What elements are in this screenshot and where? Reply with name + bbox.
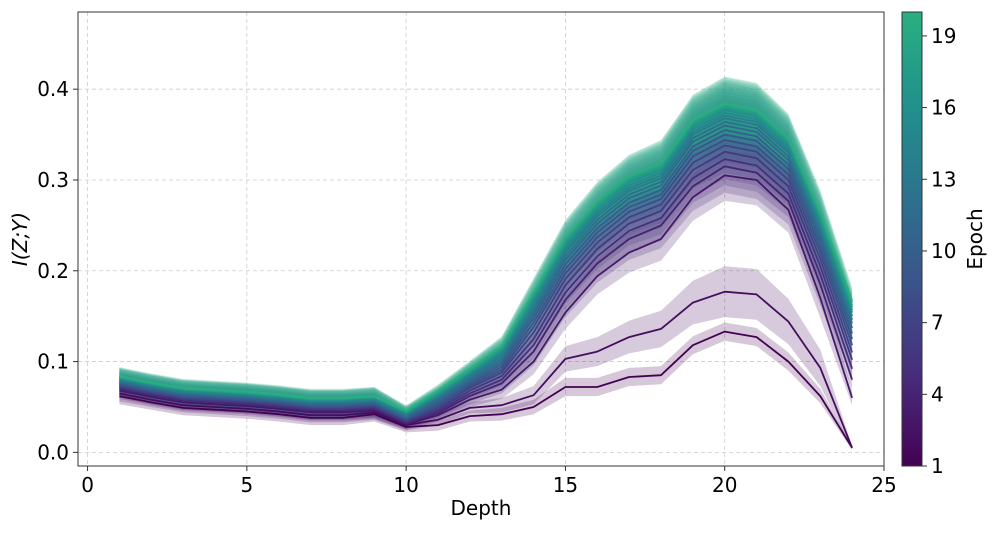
- colorbar-tick-label: 4: [931, 382, 944, 406]
- y-axis-title: I(Z;Y): [8, 212, 32, 266]
- band-epoch-2: [119, 266, 853, 450]
- colorbar-tick-label: 7: [931, 311, 944, 335]
- colorbar-tick-label: 16: [931, 96, 956, 120]
- line-epoch-20: [119, 102, 853, 412]
- line-epoch-15: [119, 111, 853, 415]
- y-tick-label: 0.3: [37, 168, 69, 192]
- band-epoch-12: [119, 94, 853, 422]
- plot-frame: [77, 11, 885, 467]
- y-tick-label: 0.0: [37, 440, 69, 464]
- band-epoch-5: [119, 132, 853, 428]
- x-tick-label: 20: [712, 473, 737, 497]
- x-tick-label: 25: [871, 473, 896, 497]
- x-tick-label: 10: [393, 473, 418, 497]
- y-tick-label: 0.2: [37, 259, 69, 283]
- colorbar: [901, 11, 923, 467]
- y-tick-label: 0.1: [37, 350, 69, 374]
- line-epoch-4: [119, 165, 853, 425]
- colorbar-tick-label: 1: [931, 454, 944, 478]
- x-tick-label: 15: [553, 473, 578, 497]
- line-epoch-2: [119, 290, 853, 449]
- line-epoch-1: [119, 330, 853, 449]
- series-lines: [119, 102, 853, 449]
- line-epoch-3: [119, 174, 853, 426]
- colorbar-tick-label: 19: [931, 24, 956, 48]
- y-axis-ticks: 0.0 0.1 0.2 0.3 0.4: [37, 77, 78, 464]
- x-tick-label: 0: [81, 473, 94, 497]
- band-epoch-1: [119, 322, 853, 450]
- band-epoch-8: [119, 112, 853, 426]
- colorbar-title: Epoch: [963, 208, 987, 269]
- colorbar-tick-label: 13: [931, 167, 956, 191]
- y-tick-label: 0.4: [37, 77, 69, 101]
- colorbar-ticks: 1 4 7 10 13 16 19: [922, 24, 956, 478]
- x-tick-label: 5: [240, 473, 253, 497]
- colorbar-tick-label: 10: [931, 239, 956, 263]
- band-epoch-3: [119, 150, 853, 430]
- x-axis-title: Depth: [451, 496, 512, 520]
- x-axis-ticks: 0 5 10 15 20 25: [81, 466, 897, 497]
- band-epoch-4: [119, 140, 853, 429]
- band-epoch-9: [119, 107, 853, 425]
